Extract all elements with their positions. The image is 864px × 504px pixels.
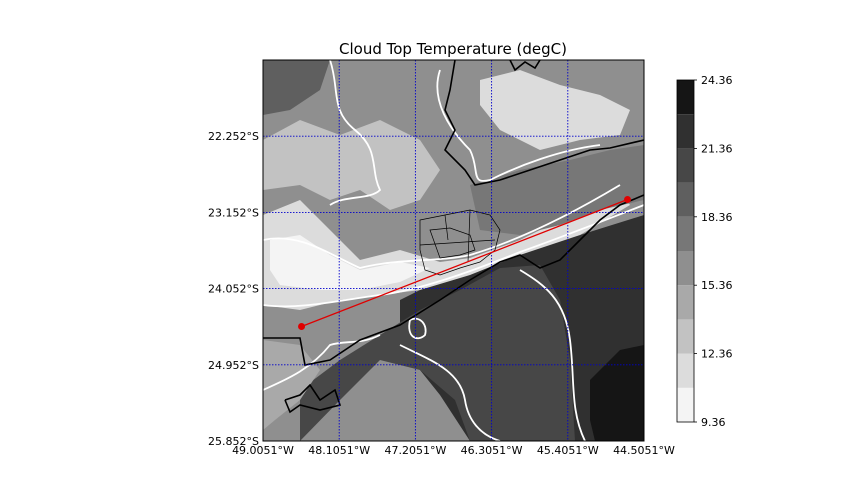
x-tick-label: 46.3051°W bbox=[461, 444, 523, 457]
colorbar-segment bbox=[677, 182, 694, 217]
y-tick-label: 23.152°S bbox=[208, 206, 259, 219]
border-path bbox=[444, 60, 644, 186]
x-tick-label: 48.1051°W bbox=[308, 444, 370, 457]
contour-line bbox=[436, 69, 601, 182]
colorbar bbox=[677, 80, 694, 422]
border-path bbox=[284, 383, 342, 414]
y-tick-label: 25.852°S bbox=[208, 435, 259, 448]
contour-line bbox=[408, 317, 427, 340]
white-contour-lines bbox=[263, 60, 644, 441]
chart-title: Cloud Top Temperature (degC) bbox=[339, 40, 567, 58]
colorbar-tick-label: 12.36 bbox=[701, 348, 733, 361]
colorbar-tick-label: 15.36 bbox=[701, 279, 733, 292]
colorbar-tick-label: 9.36 bbox=[701, 416, 726, 429]
cross-section-end-point bbox=[623, 196, 631, 204]
colorbar-tick-label: 21.36 bbox=[701, 142, 733, 155]
y-tick-label: 24.052°S bbox=[208, 283, 259, 296]
colorbar-segment bbox=[677, 353, 694, 388]
contour-region-dark-se bbox=[590, 345, 644, 441]
contour-region-nw-dark bbox=[263, 60, 330, 115]
gridlines bbox=[263, 60, 644, 441]
contour-region-cold-core bbox=[270, 235, 430, 290]
contour-region-sw-light bbox=[263, 340, 320, 430]
y-tick-label: 22.252°S bbox=[208, 130, 259, 143]
contour-line bbox=[329, 60, 382, 206]
contour-region-ne-light bbox=[480, 70, 630, 150]
municipal-boundaries bbox=[419, 209, 501, 276]
colorbar-ticks: 9.36 12.36 15.36 18.36 21.36 24.36 bbox=[694, 74, 733, 429]
cross-section-start-point bbox=[298, 323, 306, 331]
contour-line bbox=[263, 334, 381, 391]
colorbar-segment bbox=[677, 319, 694, 354]
colorbar-tick-label: 24.36 bbox=[701, 74, 733, 87]
colorbar-segment bbox=[677, 251, 694, 286]
colorbar-frame bbox=[676, 79, 695, 423]
coastline-path bbox=[263, 194, 644, 366]
y-axis-ticks: 22.252°S 23.152°S 24.052°S 24.952°S 25.852°S bbox=[208, 130, 259, 448]
colorbar-segment bbox=[677, 285, 694, 320]
boundary-path bbox=[419, 209, 501, 276]
colorbar-segment bbox=[677, 148, 694, 183]
contour-line bbox=[399, 344, 501, 441]
contour-region-ocean-mid bbox=[300, 265, 575, 441]
contour-line bbox=[263, 204, 644, 308]
x-tick-label: 47.2051°W bbox=[384, 444, 446, 457]
x-axis-ticks: 49.0051°W 48.1051°W 47.2051°W 46.3051°W 45.4… bbox=[232, 444, 675, 457]
colorbar-segment bbox=[677, 216, 694, 251]
cross-section-line bbox=[301, 198, 628, 328]
contour-line bbox=[519, 269, 586, 441]
contour-line bbox=[263, 184, 621, 269]
y-tick-label: 24.952°S bbox=[208, 359, 259, 372]
colorbar-segment bbox=[677, 80, 694, 115]
border-path bbox=[509, 60, 541, 72]
colorbar-tick-label: 18.36 bbox=[701, 211, 733, 224]
x-tick-label: 44.5051°W bbox=[613, 444, 675, 457]
x-tick-label: 45.4051°W bbox=[537, 444, 599, 457]
map-frame bbox=[262, 59, 645, 442]
contour-region-north-light bbox=[263, 120, 440, 210]
x-tick-label: 49.0051°W bbox=[232, 444, 294, 457]
coastline bbox=[263, 60, 644, 414]
colorbar-segment bbox=[677, 387, 694, 422]
boundary-path bbox=[419, 209, 496, 263]
map-area bbox=[263, 60, 644, 441]
colorbar-segment bbox=[677, 114, 694, 149]
